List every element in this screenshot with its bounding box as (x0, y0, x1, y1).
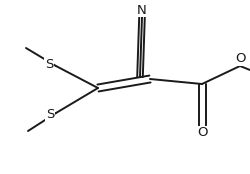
Text: N: N (137, 3, 147, 17)
Text: S: S (46, 108, 54, 121)
Text: O: O (197, 126, 207, 140)
Text: O: O (236, 53, 246, 65)
Text: S: S (45, 58, 53, 72)
